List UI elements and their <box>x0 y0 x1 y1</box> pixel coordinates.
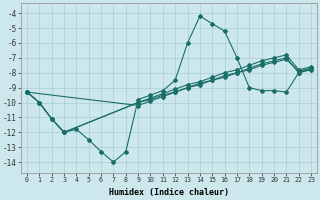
X-axis label: Humidex (Indice chaleur): Humidex (Indice chaleur) <box>109 188 229 197</box>
